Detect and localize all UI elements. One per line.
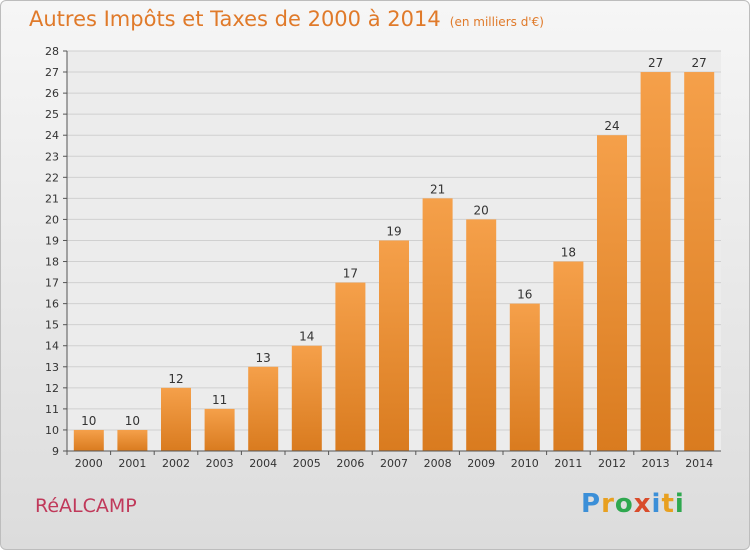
- y-tick-label: 10: [45, 424, 59, 437]
- data-label-2002: 12: [168, 372, 183, 386]
- y-tick-label: 18: [45, 256, 59, 269]
- x-tick-label-2000: 2000: [75, 457, 103, 470]
- bar-2008: [422, 198, 453, 451]
- logo-letter: i: [651, 489, 662, 519]
- bar-2001: [117, 429, 148, 451]
- bar-2011: [553, 261, 584, 451]
- x-tick-label-2003: 2003: [206, 457, 234, 470]
- data-label-2005: 14: [299, 330, 314, 344]
- bar-2006: [335, 282, 366, 451]
- y-tick-label: 28: [45, 45, 59, 58]
- logo-letter: t: [661, 489, 675, 519]
- data-label-2004: 13: [256, 351, 271, 365]
- data-label-2014: 27: [692, 56, 707, 70]
- y-tick-label: 19: [45, 234, 59, 247]
- bar-2007: [379, 240, 409, 451]
- x-tick-label-2006: 2006: [336, 457, 364, 470]
- x-tick-label-2009: 2009: [467, 457, 495, 470]
- x-tick-label-2011: 2011: [554, 457, 582, 470]
- x-tick-label-2001: 2001: [118, 457, 146, 470]
- data-label-2007: 19: [386, 224, 401, 238]
- x-tick-label-2008: 2008: [424, 457, 452, 470]
- y-tick-label: 26: [45, 87, 59, 100]
- y-tick-label: 20: [45, 213, 59, 226]
- municipality-name: RéALCAMP: [35, 495, 137, 517]
- chart-title-block: Autres Impôts et Taxes de 2000 à 2014 (e…: [29, 7, 544, 31]
- bar-2005: [291, 345, 322, 451]
- bar-2004: [248, 366, 279, 451]
- x-tick-label-2002: 2002: [162, 457, 190, 470]
- data-label-2001: 10: [125, 414, 140, 428]
- y-tick-label: 21: [45, 192, 59, 205]
- y-tick-label: 23: [45, 150, 59, 163]
- data-label-2011: 18: [561, 246, 576, 260]
- y-tick-label: 25: [45, 108, 59, 121]
- data-label-2012: 24: [604, 119, 619, 133]
- bar-2002: [161, 387, 191, 451]
- y-tick-label: 22: [45, 171, 59, 184]
- x-tick-label-2012: 2012: [598, 457, 626, 470]
- x-tick-label-2004: 2004: [249, 457, 277, 470]
- y-tick-label: 12: [45, 382, 59, 395]
- proxiti-logo[interactable]: Proxiti: [581, 489, 685, 519]
- x-tick-label-2005: 2005: [293, 457, 321, 470]
- data-label-2013: 27: [648, 56, 663, 70]
- x-tick-label-2007: 2007: [380, 457, 408, 470]
- y-tick-label: 15: [45, 319, 59, 332]
- bar-2012: [597, 135, 627, 452]
- bar-2009: [466, 219, 497, 451]
- x-tick-label-2014: 2014: [685, 457, 713, 470]
- y-tick-label: 13: [45, 361, 59, 374]
- y-tick-label: 17: [45, 277, 59, 290]
- bar-2003: [204, 408, 235, 451]
- data-label-2010: 16: [517, 288, 532, 302]
- logo-letter: i: [674, 489, 685, 519]
- bar-2013: [640, 72, 671, 451]
- chart-unit: (en milliers d'€): [449, 15, 544, 29]
- bar-2010: [509, 303, 540, 451]
- x-tick-label-2010: 2010: [511, 457, 539, 470]
- logo-letter: P: [581, 489, 602, 519]
- y-tick-label: 16: [45, 298, 59, 311]
- y-tick-label: 24: [45, 129, 59, 142]
- logo-letter: o: [614, 489, 634, 519]
- y-tick-label: 14: [45, 340, 59, 353]
- logo-letter: r: [601, 489, 615, 519]
- data-label-2006: 17: [343, 267, 358, 281]
- chart-title: Autres Impôts et Taxes de 2000 à 2014: [29, 7, 441, 31]
- data-label-2009: 20: [474, 203, 489, 217]
- y-tick-label: 11: [45, 403, 59, 416]
- logo-letter: x: [633, 489, 652, 519]
- data-label-2008: 21: [430, 182, 445, 196]
- x-tick-label-2013: 2013: [642, 457, 670, 470]
- bar-2000: [73, 429, 104, 451]
- y-tick-label: 27: [45, 66, 59, 79]
- data-label-2000: 10: [81, 414, 96, 428]
- y-tick-label: 9: [52, 445, 59, 458]
- bar-2014: [684, 72, 715, 451]
- data-label-2003: 11: [212, 393, 227, 407]
